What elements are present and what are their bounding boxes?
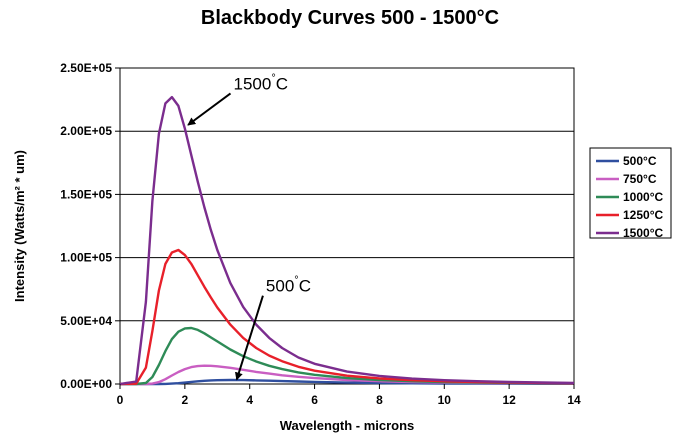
legend-label-2: 1000°C — [623, 190, 663, 204]
y-tick-label-4: 2.00E+05 — [60, 124, 112, 138]
x-axis-ticks: 0 2 4 6 8 10 12 14 — [117, 384, 581, 407]
x-tick-label-7: 14 — [567, 393, 581, 407]
annotation-arrow-0 — [187, 92, 232, 126]
x-tick-label-2: 4 — [246, 393, 253, 407]
legend-box — [589, 147, 672, 239]
x-tick-label-0: 0 — [117, 393, 124, 407]
legend-label-1: 750°C — [623, 172, 657, 186]
plot-area — [119, 67, 575, 385]
annotation-label-1: 500°C — [266, 275, 311, 296]
series-lines — [119, 95, 575, 386]
legend: 500°C 750°C 1000°C 1250°C 1500°C — [596, 154, 663, 240]
y-tick-label-1: 5.00E+04 — [60, 314, 112, 328]
y-tick-label-3: 1.50E+05 — [60, 187, 112, 201]
x-tick-label-4: 8 — [376, 393, 383, 407]
y-tick-label-5: 2.50E+05 — [60, 61, 112, 75]
x-axis-label: Wavelength - microns — [280, 418, 415, 433]
y-axis-label: Intensity (Watts/m² * um) — [12, 150, 27, 302]
y-tick-label-2: 1.00E+05 — [60, 251, 112, 265]
x-tick-label-5: 10 — [438, 393, 452, 407]
legend-label-0: 500°C — [623, 154, 657, 168]
legend-label-3: 1250°C — [623, 208, 663, 222]
y-axis-ticks: 0.00E+00 5.00E+04 1.00E+05 1.50E+05 2.00E+05… — [60, 61, 120, 391]
x-tick-label-3: 6 — [311, 393, 318, 407]
annotations: 1500°C 500°C — [187, 72, 311, 381]
annotation-label-0: 1500°C — [234, 72, 289, 93]
annotation-arrow-1 — [235, 295, 264, 381]
x-tick-label-1: 2 — [182, 393, 189, 407]
chart-title: Blackbody Curves 500 - 1500°C — [201, 7, 499, 29]
legend-label-4: 1500°C — [623, 226, 663, 240]
series-line-4 — [119, 95, 575, 386]
series-line-3 — [119, 248, 575, 386]
x-tick-label-6: 12 — [502, 393, 516, 407]
y-tick-label-0: 0.00E+00 — [60, 377, 112, 391]
gridlines — [120, 130, 574, 322]
